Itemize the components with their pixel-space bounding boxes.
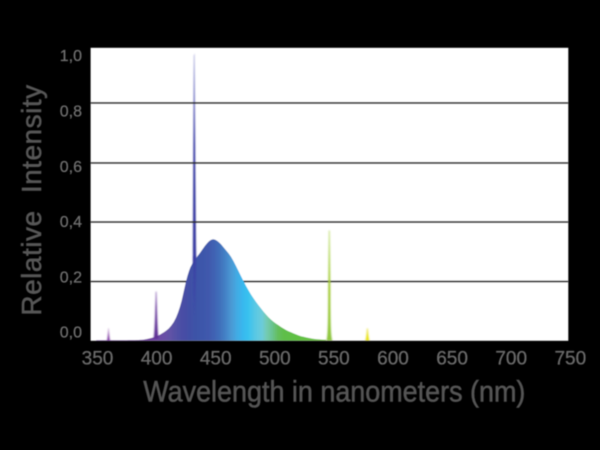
svg-text:Relative Intensity: Relative Intensity bbox=[16, 84, 47, 315]
svg-text:550: 550 bbox=[318, 349, 350, 370]
svg-text:450: 450 bbox=[200, 349, 232, 370]
svg-text:650: 650 bbox=[436, 349, 468, 370]
svg-text:500: 500 bbox=[259, 349, 291, 370]
svg-text:400: 400 bbox=[141, 349, 173, 370]
svg-text:Wavelength in nanometers (nm): Wavelength in nanometers (nm) bbox=[143, 375, 525, 409]
svg-text:350: 350 bbox=[82, 349, 114, 370]
svg-text:750: 750 bbox=[554, 349, 586, 370]
svg-text:700: 700 bbox=[495, 349, 527, 370]
svg-text:0,4: 0,4 bbox=[60, 214, 82, 231]
svg-text:0,8: 0,8 bbox=[60, 104, 82, 121]
svg-text:0,2: 0,2 bbox=[60, 269, 82, 286]
svg-text:600: 600 bbox=[377, 349, 409, 370]
svg-text:1,0: 1,0 bbox=[60, 48, 82, 65]
svg-text:0,6: 0,6 bbox=[60, 159, 82, 176]
svg-text:0,0: 0,0 bbox=[60, 325, 82, 342]
